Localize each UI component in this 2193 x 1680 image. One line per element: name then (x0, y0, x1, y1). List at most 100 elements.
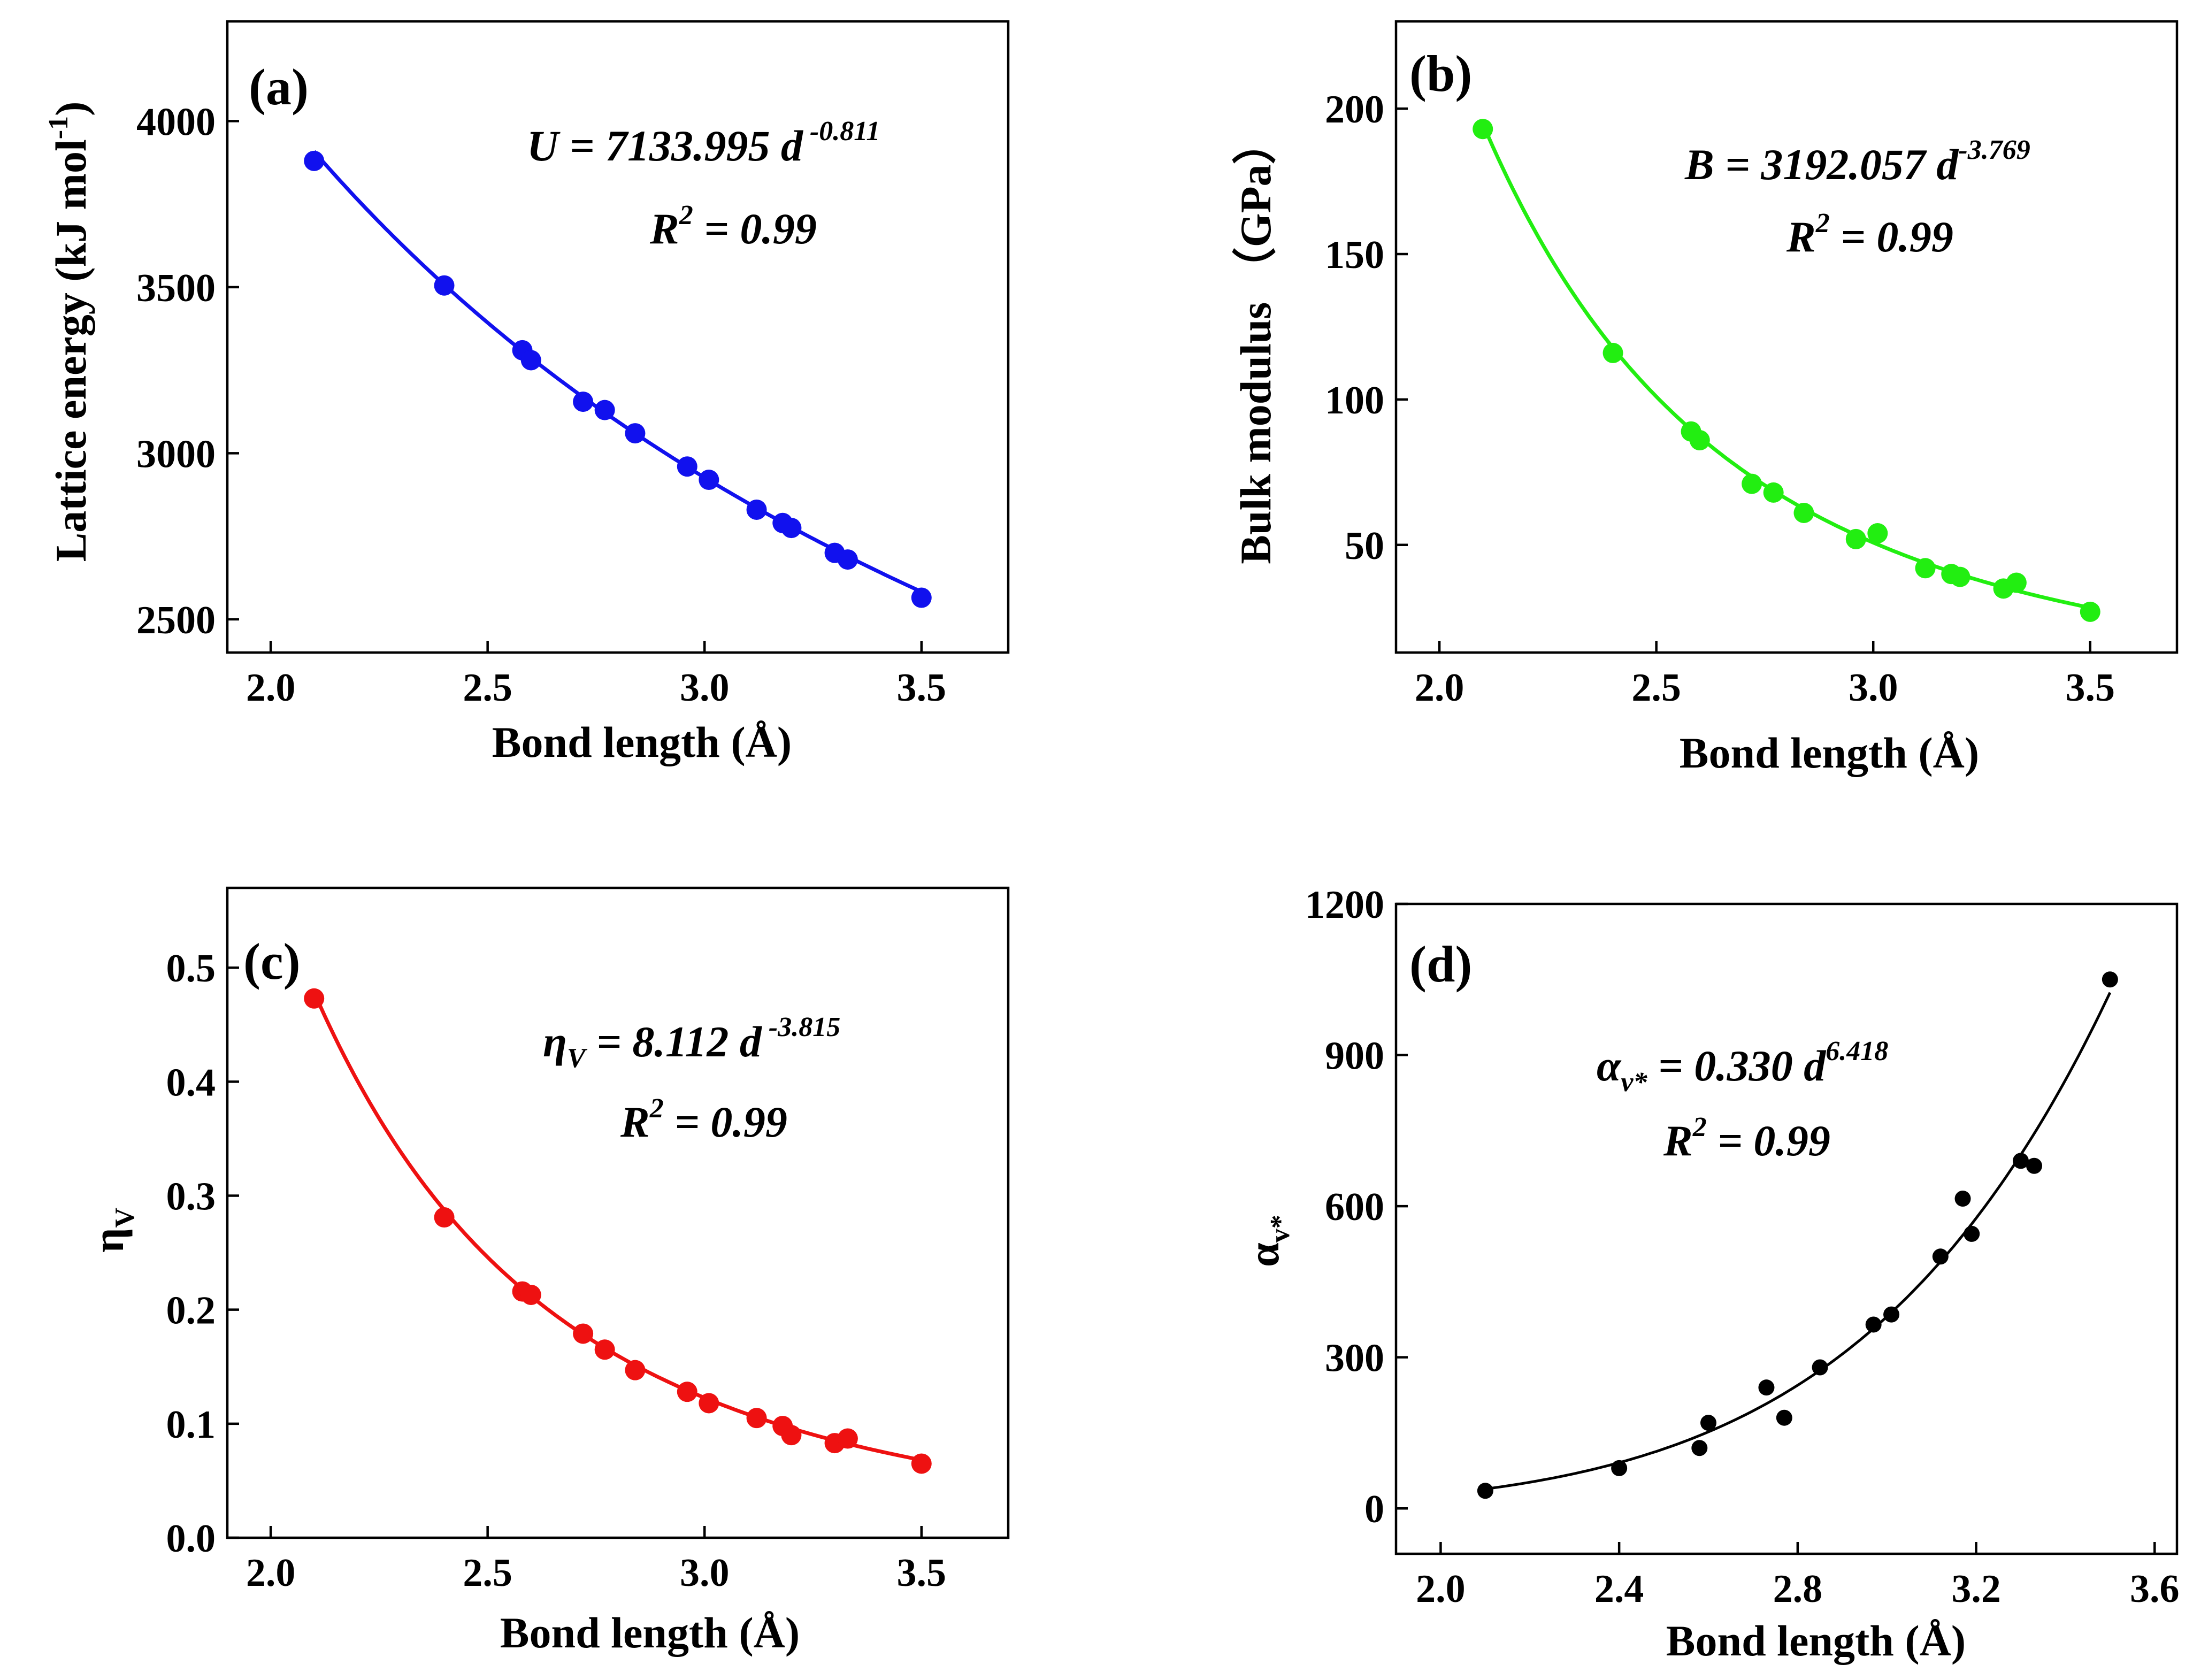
x-axis-title: Bond length (Å) (492, 718, 792, 766)
y-tick-label: 3000 (136, 432, 216, 476)
data-point (1964, 1225, 1980, 1242)
ticks: 2.0 2.5 3.0 3.5 50 100 150 200 (1325, 88, 2115, 710)
fit-curve (1485, 992, 2112, 1491)
x-tick-label: 2.5 (463, 666, 512, 710)
y-tick-label: 0.3 (166, 1175, 216, 1219)
fit-layer (312, 150, 923, 594)
data-point (1812, 1359, 1828, 1376)
data-point (1689, 430, 1710, 451)
fit-curve (312, 150, 923, 594)
panel-label: (b) (1409, 45, 1472, 102)
data-point (520, 350, 541, 371)
data-point (746, 1408, 767, 1429)
data-point (699, 1393, 719, 1414)
points-layer (304, 988, 932, 1474)
data-point (594, 400, 615, 420)
y-tick-label: 0.1 (166, 1403, 216, 1447)
r-squared: R2 = 0.99 (649, 200, 817, 253)
points-layer (304, 150, 932, 608)
fit-layer (1485, 992, 2112, 1491)
y-tick-label: 2500 (136, 599, 216, 642)
panel-d: 2.0 2.4 2.8 3.2 3.6 0 300 600 900 1200 (d) αv* = … (1239, 883, 2180, 1665)
x-tick-label: 3.5 (897, 666, 947, 710)
y-tick-label: 0.0 (166, 1517, 216, 1561)
panel-label: (d) (1409, 935, 1472, 993)
data-point (1758, 1379, 1775, 1396)
data-point (1477, 1483, 1493, 1499)
r-squared: R2 = 0.99 (1663, 1112, 1830, 1165)
fit-curve (312, 991, 922, 1462)
x-tick-label: 3.6 (2130, 1567, 2180, 1611)
data-point (1691, 1440, 1708, 1456)
y-tick-label: 0.2 (166, 1289, 216, 1333)
x-tick-label: 3.5 (897, 1551, 947, 1595)
points-layer (1473, 119, 2100, 622)
y-tick-label: 100 (1325, 379, 1384, 423)
y-tick-label: 1200 (1305, 883, 1384, 927)
data-point (2013, 1153, 2029, 1169)
x-tick-label: 3.0 (1849, 666, 1898, 710)
plot-frame (226, 20, 1010, 654)
data-point (677, 456, 697, 477)
data-point (573, 392, 594, 412)
data-point (304, 988, 325, 1009)
x-tick-label: 2.4 (1594, 1567, 1644, 1611)
data-point (1700, 1415, 1716, 1431)
y-tick-label: 150 (1325, 233, 1384, 277)
plot-frame (1394, 20, 2179, 654)
data-point (625, 423, 646, 444)
data-point (911, 1453, 932, 1474)
x-axis-title: Bond length (Å) (1666, 1616, 1966, 1665)
plot-frame (1394, 902, 2179, 1555)
data-point (1611, 1460, 1628, 1476)
data-point (837, 549, 858, 570)
y-tick-label: 4000 (136, 100, 216, 144)
data-point (837, 1428, 858, 1449)
x-tick-label: 3.5 (2066, 666, 2115, 710)
plot-frame (226, 886, 1010, 1539)
y-axis-title: Bulk modulus （GPa） (1231, 120, 1280, 564)
y-tick-label: 300 (1325, 1337, 1384, 1380)
x-tick-label: 2.8 (1773, 1567, 1823, 1611)
data-point (1742, 473, 1762, 494)
data-point (699, 470, 719, 490)
panel-label: (c) (243, 933, 301, 990)
data-point (2006, 572, 2027, 593)
data-point (1602, 342, 1623, 363)
x-tick-label: 3.2 (1951, 1567, 2001, 1611)
fit-equation: ηV = 8.112 d -3.815 (543, 1012, 840, 1073)
data-point (2080, 601, 2100, 622)
fit-layer (1481, 122, 2091, 610)
x-tick-label: 2.0 (1415, 666, 1464, 710)
data-point (1954, 1190, 1971, 1207)
ticks: 2.0 2.5 3.0 3.5 2500 3000 3500 4000 (136, 100, 946, 710)
y-tick-label: 200 (1325, 88, 1384, 132)
fit-curve (1481, 122, 2091, 610)
y-tick-label: 50 (1345, 524, 1384, 568)
y-axis-title: αv* (1239, 1215, 1295, 1267)
points-layer (1477, 971, 2118, 1499)
panel-label: (a) (249, 58, 309, 116)
x-tick-label: 3.0 (680, 666, 730, 710)
x-tick-label: 2.0 (246, 1551, 296, 1595)
x-tick-label: 3.0 (680, 1551, 730, 1595)
y-tick-label: 900 (1325, 1034, 1384, 1078)
data-point (625, 1360, 646, 1380)
data-point (2102, 971, 2118, 988)
ticks: 2.0 2.5 3.0 3.5 0.0 0.1 0.2 0.3 0.4 0.5 (166, 947, 947, 1595)
x-tick-label: 2.0 (1416, 1567, 1466, 1611)
ticks: 2.0 2.4 2.8 3.2 3.6 0 300 600 900 1200 (1305, 883, 2180, 1611)
r-squared: R2 = 0.99 (620, 1093, 787, 1146)
data-point (304, 150, 325, 171)
data-point (594, 1339, 615, 1360)
panel-a: 2.0 2.5 3.0 3.5 2500 3000 3500 4000 (a) U = 713… (43, 20, 1010, 766)
r-squared: R2 = 0.99 (1786, 208, 1953, 261)
y-tick-label: 600 (1325, 1185, 1384, 1229)
x-axis-title: Bond length (Å) (500, 1608, 800, 1657)
data-point (1883, 1306, 1900, 1323)
x-tick-label: 2.5 (1631, 666, 1681, 710)
y-tick-label: 0 (1364, 1487, 1384, 1531)
fit-equation: B = 3192.057 d-3.769 (1684, 135, 2030, 189)
data-point (911, 587, 932, 608)
